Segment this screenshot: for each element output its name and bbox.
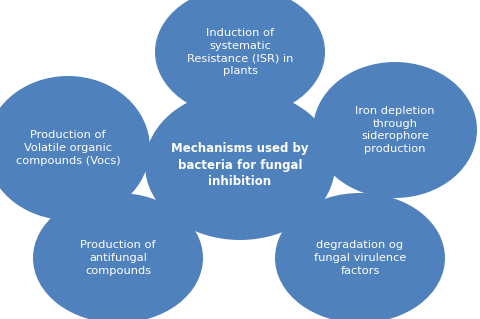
Text: Mechanisms used by
bacteria for fungal
inhibition: Mechanisms used by bacteria for fungal i… (171, 142, 309, 188)
Ellipse shape (33, 193, 203, 319)
Text: Iron depletion
through
siderophore
production: Iron depletion through siderophore produ… (355, 106, 435, 154)
Ellipse shape (275, 193, 445, 319)
Text: Induction of
systematic
Resistance (ISR) in
plants: Induction of systematic Resistance (ISR)… (187, 28, 293, 76)
Ellipse shape (155, 0, 325, 117)
Ellipse shape (145, 90, 335, 240)
Text: Production of
Volatile organic
compounds (Vocs): Production of Volatile organic compounds… (16, 130, 120, 166)
Text: Production of
antifungal
compounds: Production of antifungal compounds (80, 240, 156, 276)
Ellipse shape (0, 76, 150, 220)
Text: degradation og
fungal virulence
factors: degradation og fungal virulence factors (314, 240, 406, 276)
Ellipse shape (313, 62, 477, 198)
